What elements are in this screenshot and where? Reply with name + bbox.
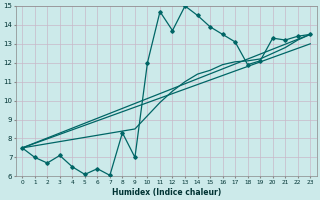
X-axis label: Humidex (Indice chaleur): Humidex (Indice chaleur) (112, 188, 221, 197)
